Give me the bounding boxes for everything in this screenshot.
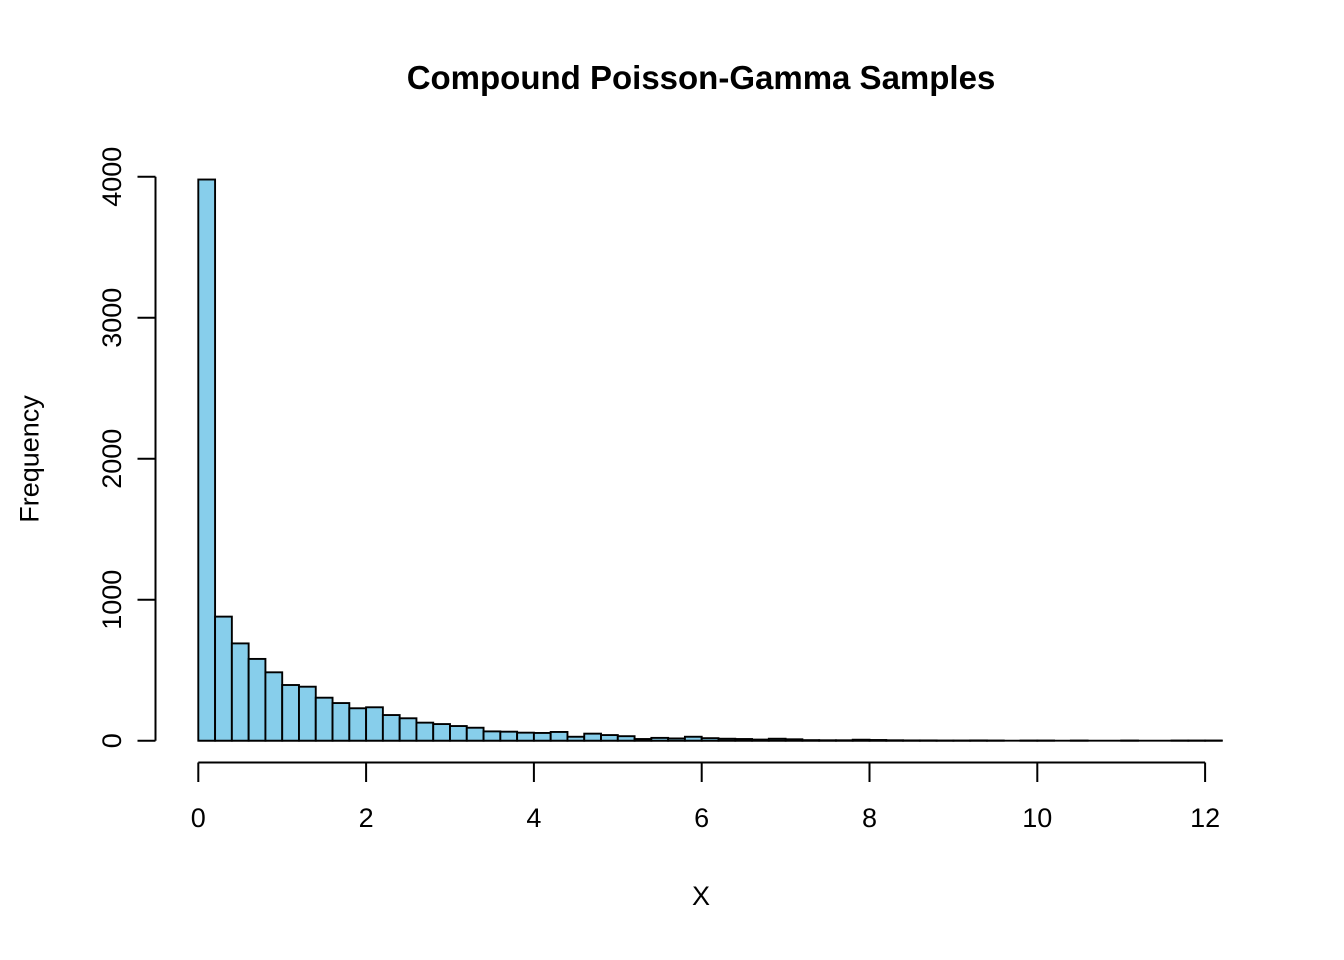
y-tick-label: 4000 bbox=[97, 147, 127, 207]
x-tick-label: 2 bbox=[359, 803, 374, 833]
histogram-bar bbox=[566, 735, 586, 742]
x-tick-label: 8 bbox=[862, 803, 877, 833]
chart-title: Compound Poisson-Gamma Samples bbox=[406, 59, 996, 96]
histogram-bar bbox=[700, 737, 720, 742]
histogram-bar bbox=[348, 707, 368, 742]
histogram-bar bbox=[465, 726, 485, 742]
histogram-bar bbox=[197, 178, 217, 742]
histogram-bar bbox=[365, 706, 384, 742]
histogram-bar bbox=[449, 725, 468, 742]
histogram-bar bbox=[432, 723, 451, 742]
histogram-bar bbox=[264, 671, 284, 742]
histogram-bar bbox=[616, 735, 636, 742]
histogram-bar bbox=[683, 735, 703, 742]
histogram-bar bbox=[247, 657, 267, 742]
histogram-bar bbox=[751, 738, 770, 742]
histogram-bar bbox=[549, 731, 569, 742]
histogram-bar bbox=[633, 738, 653, 742]
histogram-bar bbox=[717, 737, 737, 742]
histogram-bar bbox=[230, 642, 250, 742]
histogram-bar bbox=[398, 717, 418, 742]
y-axis-label: Frequency bbox=[14, 395, 45, 523]
histogram-bar bbox=[734, 738, 753, 742]
x-tick-label: 0 bbox=[191, 803, 206, 833]
y-tick-label: 1000 bbox=[97, 570, 127, 630]
x-axis-label: X bbox=[691, 881, 711, 911]
y-tick-label: 3000 bbox=[97, 288, 127, 348]
x-tick-label: 12 bbox=[1190, 803, 1220, 833]
histogram-bar bbox=[314, 696, 334, 742]
histogram-bar bbox=[650, 736, 670, 742]
histogram-bar bbox=[784, 738, 804, 742]
histogram-bar bbox=[482, 730, 502, 742]
y-tick-label: 0 bbox=[97, 733, 127, 748]
histogram-bar bbox=[851, 738, 871, 742]
histogram-bar bbox=[600, 734, 619, 742]
x-tick-label: 4 bbox=[526, 803, 541, 833]
histogram-bar bbox=[583, 732, 602, 742]
histogram-bar bbox=[801, 739, 821, 742]
histogram-bar bbox=[667, 737, 686, 742]
histogram-bar bbox=[214, 615, 233, 742]
histogram-bar bbox=[767, 737, 787, 742]
x-tick-label: 6 bbox=[694, 803, 709, 833]
x-tick-label: 10 bbox=[1022, 803, 1052, 833]
y-tick-label: 2000 bbox=[97, 429, 127, 489]
histogram-bar bbox=[516, 731, 535, 742]
histogram-bar bbox=[532, 731, 552, 742]
histogram-bar bbox=[415, 721, 435, 742]
histogram-bar bbox=[381, 714, 401, 742]
histogram-bar bbox=[499, 730, 519, 742]
histogram-bar bbox=[331, 702, 351, 742]
histogram-bar bbox=[868, 739, 888, 742]
histogram-bar bbox=[281, 684, 300, 742]
histogram-bar bbox=[298, 685, 317, 742]
